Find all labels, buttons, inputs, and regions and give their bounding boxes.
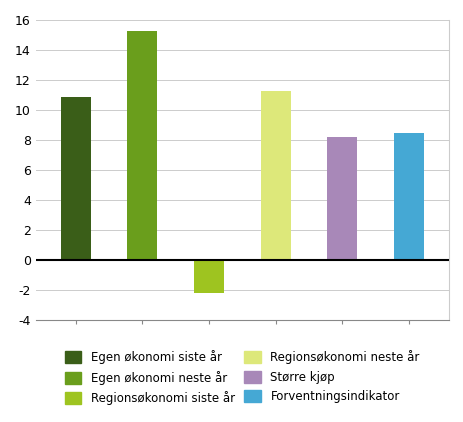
Bar [61,97,91,260]
Bar [127,30,157,260]
Bar [393,133,423,260]
Legend: Egen økonomi siste år, Egen økonomi neste år, Regionsøkonomi siste år, Regionsøk: Egen økonomi siste år, Egen økonomi nest… [65,350,419,405]
Bar [327,137,357,260]
Bar [194,260,224,293]
Bar [260,91,290,260]
